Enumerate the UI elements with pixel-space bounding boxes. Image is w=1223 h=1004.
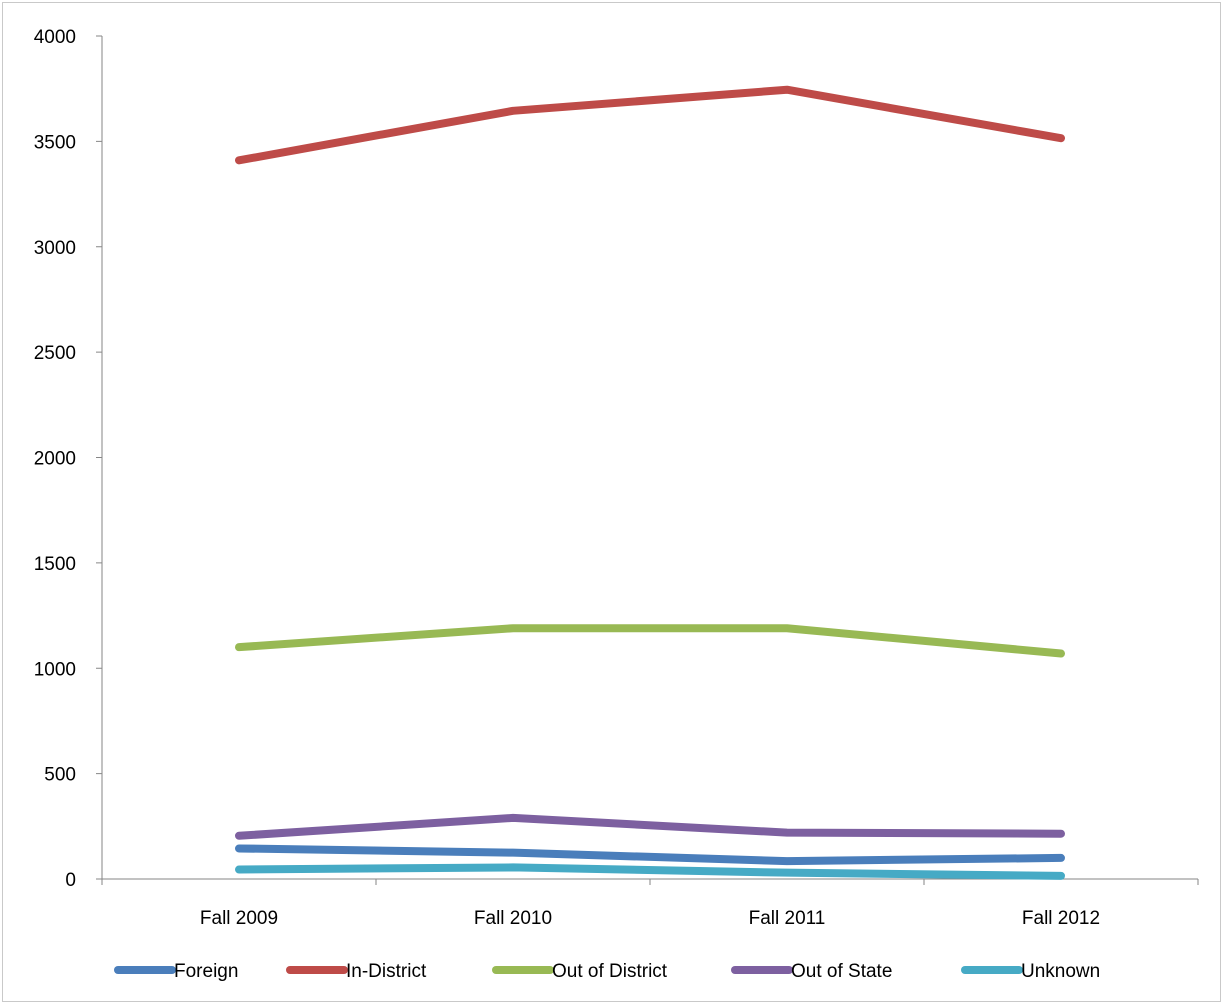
series-line-out-of-district xyxy=(235,624,1065,658)
x-tick-label: Fall 2012 xyxy=(1022,908,1100,929)
y-tick-label: 1500 xyxy=(34,554,76,575)
x-tick-label: Fall 2010 xyxy=(474,908,552,929)
y-tick-label: 0 xyxy=(65,870,76,891)
axes: 0 500 1000 1500 2000 2500 3000 3500 4000 Fall 200… xyxy=(34,27,1199,929)
legend-item-out-of-state: Out of State xyxy=(731,961,892,982)
y-tick-label: 500 xyxy=(44,765,76,786)
x-tick-label: Fall 2009 xyxy=(200,908,278,929)
series-line-unknown xyxy=(235,863,1065,880)
y-tick-label: 2000 xyxy=(34,449,76,470)
legend-label: Out of State xyxy=(791,961,892,982)
y-tick-label: 3000 xyxy=(34,238,76,259)
series-lines xyxy=(235,85,1065,880)
y-tick-label: 4000 xyxy=(34,27,76,48)
series-line-foreign xyxy=(235,844,1065,866)
legend-item-foreign: Foreign xyxy=(114,961,238,982)
legend-label: Out of District xyxy=(552,961,668,982)
series-line-out-of-state xyxy=(235,813,1065,840)
legend-label: Foreign xyxy=(174,961,238,982)
x-tick-label: Fall 2011 xyxy=(749,908,826,929)
y-tick-label: 2500 xyxy=(34,343,76,364)
legend: Foreign In-District Out of District Out of … xyxy=(114,961,1100,982)
y-tick-label: 1000 xyxy=(34,659,76,680)
legend-label: In-District xyxy=(346,961,427,982)
legend-item-in-district: In-District xyxy=(286,961,427,982)
legend-label: Unknown xyxy=(1021,961,1100,982)
y-tick-label: 3500 xyxy=(34,132,76,153)
legend-item-out-of-district: Out of District xyxy=(492,961,668,982)
series-line-in-district xyxy=(235,85,1065,165)
legend-item-unknown: Unknown xyxy=(961,961,1100,982)
